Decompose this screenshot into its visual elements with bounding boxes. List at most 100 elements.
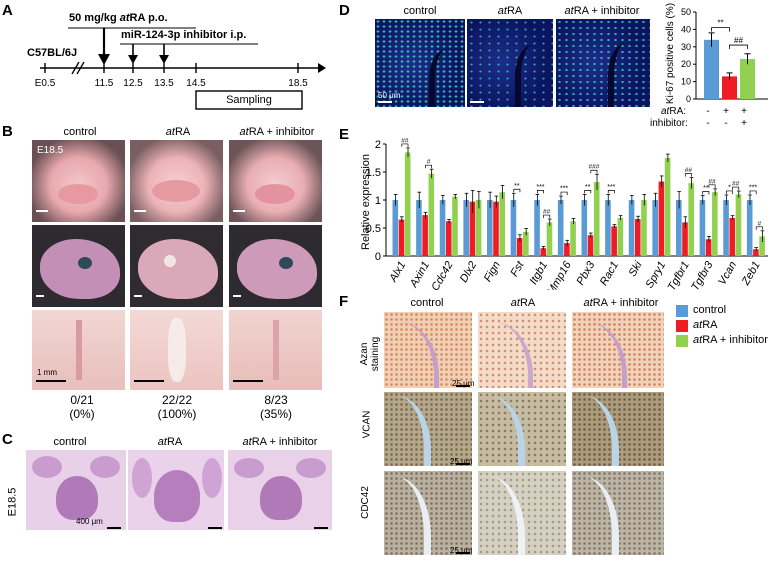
expr-sig-bracket-control	[513, 188, 521, 193]
panel-label-b: B	[2, 123, 13, 140]
timepoint-145: 14.5	[186, 78, 206, 89]
expr-ytick-label: 0	[375, 251, 381, 263]
expr-category-label: Ski	[627, 259, 645, 279]
cdc42-control	[384, 471, 472, 555]
scale-bar-b3	[233, 210, 245, 212]
ki67-ytick-label: 40	[681, 24, 691, 34]
ki67-sig-label-1: **	[717, 19, 723, 28]
stage-label-b: E18.5	[37, 145, 64, 156]
ki67-control	[375, 19, 465, 107]
azan-atra	[478, 312, 566, 388]
count-atra-inhibitor: 8/23	[264, 393, 288, 407]
scale-text-f2: 25 μm	[450, 457, 473, 466]
row-label-inhibitor: inhibitor:	[650, 118, 688, 129]
expr-bar	[729, 217, 736, 256]
expr-bar	[439, 200, 446, 256]
expr-sig-label-control: *	[728, 184, 731, 191]
panel-label-a: A	[2, 2, 13, 19]
expr-bar	[499, 192, 506, 256]
expr-category-label: Zeb1	[739, 260, 762, 289]
expr-bar	[759, 236, 765, 256]
ki67-ylabel: Ki-67 positive cells (%)	[665, 2, 677, 105]
expr-bar	[682, 222, 688, 256]
expr-sig-bracket-inhibitor	[732, 186, 740, 191]
expr-bar	[634, 219, 641, 256]
histology-atra-inhibitor	[228, 450, 332, 530]
expr-sig-label-control: ***	[749, 184, 757, 191]
scale-bar-f2	[456, 463, 470, 465]
expr-bar	[510, 200, 517, 256]
expr-bar	[735, 194, 742, 256]
timepoint-135: 13.5	[154, 78, 174, 89]
expr-bar	[452, 196, 458, 256]
expr-sig-label-inhibitor: ##	[732, 181, 740, 188]
scale-bar-d2	[470, 101, 484, 103]
vcan-atra-inhibitor	[572, 392, 664, 466]
expr-bar	[723, 200, 729, 256]
col-label-atra: atRA	[165, 126, 191, 138]
vcan-atra	[478, 392, 566, 466]
photo-palate-atra	[130, 310, 223, 390]
expr-sig-bracket-inhibitor	[755, 226, 763, 230]
expr-sig-label-control: ***	[536, 184, 544, 191]
ki67-ytick-label: 20	[681, 59, 691, 69]
ki67-bar	[740, 58, 755, 99]
expr-ytick-label: 1	[375, 195, 381, 207]
expr-bar	[392, 200, 399, 256]
expr-bar	[611, 226, 617, 256]
scale-bar-d1	[378, 101, 392, 103]
expr-sig-bracket-control	[702, 191, 710, 195]
expr-bar	[628, 200, 635, 256]
cdc42-atra-inhibitor	[572, 471, 664, 555]
expr-sig-bracket-inhibitor	[684, 173, 692, 177]
row-label-atra: atRA:	[661, 106, 687, 117]
scale-text-f3: 25 μm	[450, 546, 473, 555]
expr-sig-label-control: ***	[560, 186, 568, 193]
azan-atra-inhibitor	[572, 312, 664, 388]
expr-bar	[398, 219, 405, 256]
expr-bar	[534, 200, 540, 256]
sampling-label: Sampling	[226, 94, 272, 106]
expr-sig-bracket-control	[726, 190, 733, 194]
ki67-bar	[722, 76, 737, 99]
count-control: 0/21	[70, 393, 94, 407]
expr-bar	[416, 200, 422, 256]
timeline-graphic	[40, 27, 326, 110]
sign-inh-3: +	[741, 118, 747, 129]
ki67-chart: 0 10 20 30 40 50 ** ##	[681, 7, 768, 104]
ki67-ytick-label: 10	[681, 77, 691, 87]
scale-text-d: 50 μm	[378, 91, 401, 100]
scale-bar-c3	[314, 527, 328, 529]
scale-bar-f3	[456, 552, 470, 554]
expr-category-label: Vcan	[716, 260, 739, 288]
scale-text-f1: 25 μm	[452, 379, 475, 388]
col-label-c-control: control	[53, 436, 87, 448]
expr-bar	[641, 200, 647, 256]
expr-sig-bracket-inhibitor	[590, 169, 598, 174]
sign-atra-2: +	[723, 106, 729, 117]
expr-bar	[463, 200, 469, 256]
expr-category-label: Spry1	[644, 260, 669, 291]
expr-bar	[587, 235, 594, 256]
ki67-atra	[467, 19, 553, 107]
scale-bar-b2	[134, 210, 146, 212]
expr-bar	[664, 158, 671, 256]
scale-bar-b9	[233, 380, 263, 382]
expr-sig-bracket-control	[560, 191, 568, 196]
expr-bar	[581, 200, 588, 256]
scale-text-b: 1 mm	[37, 368, 57, 377]
photo-face-atra	[130, 140, 223, 222]
photo-side-atra-inhibitor	[229, 225, 322, 307]
photo-side-atra	[130, 225, 223, 307]
legend-label-control: control	[693, 304, 727, 316]
expr-bar	[699, 200, 706, 256]
sign-atra-1: -	[706, 106, 710, 117]
scale-bar-c2	[208, 527, 222, 529]
expr-category-label: Axin1	[407, 260, 432, 291]
expr-bar	[540, 248, 547, 256]
scale-bar-b5	[134, 295, 142, 297]
legend-swatch-atra-inhibitor	[676, 335, 688, 347]
histology-atra	[128, 450, 224, 530]
timepoint-e05: E0.5	[34, 78, 56, 89]
